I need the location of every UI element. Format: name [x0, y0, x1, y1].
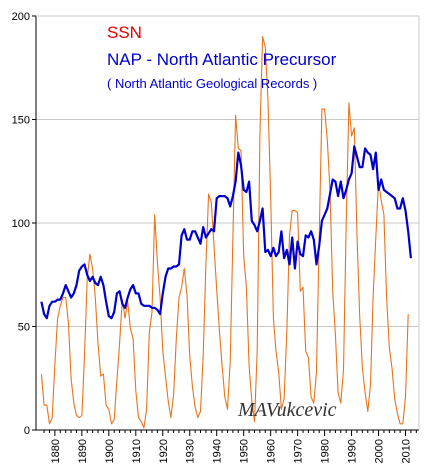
axes — [32, 15, 420, 436]
y-tick-labels: 0 50 100 150 200 — [12, 11, 30, 437]
legend-nap-label: NAP - North Atlantic Precursor — [107, 50, 337, 69]
x-tick-label-1990: 1990 — [347, 439, 359, 463]
x-tick-label-1910: 1910 — [131, 439, 143, 463]
x-tick-label-1940: 1940 — [212, 439, 224, 463]
author-watermark: MAVukcevic — [237, 399, 337, 421]
x-tick-label-1960: 1960 — [266, 439, 278, 463]
x-tick-label-2010: 2010 — [401, 439, 413, 463]
y-tick-label-100: 100 — [12, 218, 30, 230]
legend-ssn-label: SSN — [107, 23, 142, 42]
x-tick-label-1980: 1980 — [320, 439, 332, 463]
legend-nap-sublabel: ( North Atlantic Geological Records ) — [107, 76, 317, 91]
x-tick-label-1930: 1930 — [185, 439, 197, 463]
y-tick-label-200: 200 — [12, 11, 30, 23]
x-tick-label-1880: 1880 — [50, 439, 62, 463]
y-tick-label-50: 50 — [18, 322, 30, 334]
x-tick-label-2000: 2000 — [374, 439, 386, 463]
x-tick-label-1920: 1920 — [158, 439, 170, 463]
nap-series-line — [40, 145, 412, 320]
x-tick-label-1970: 1970 — [293, 439, 305, 463]
y-tick-label-150: 150 — [12, 115, 30, 127]
x-tick-label-1900: 1900 — [104, 439, 116, 463]
series-layer — [40, 36, 412, 429]
x-tick-label-1950: 1950 — [239, 439, 251, 463]
x-tick-label-1890: 1890 — [77, 439, 89, 463]
x-tick-labels: 1880 1890 1900 1910 1920 1930 1940 1950 1960 1970… — [50, 439, 413, 463]
y-tick-label-0: 0 — [24, 425, 30, 437]
